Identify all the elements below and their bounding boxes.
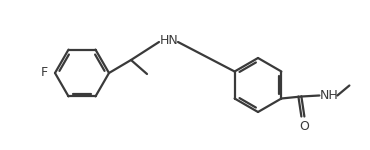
Text: O: O <box>299 120 309 134</box>
Text: F: F <box>41 66 48 80</box>
Text: NH: NH <box>320 89 339 102</box>
Text: HN: HN <box>159 34 178 48</box>
